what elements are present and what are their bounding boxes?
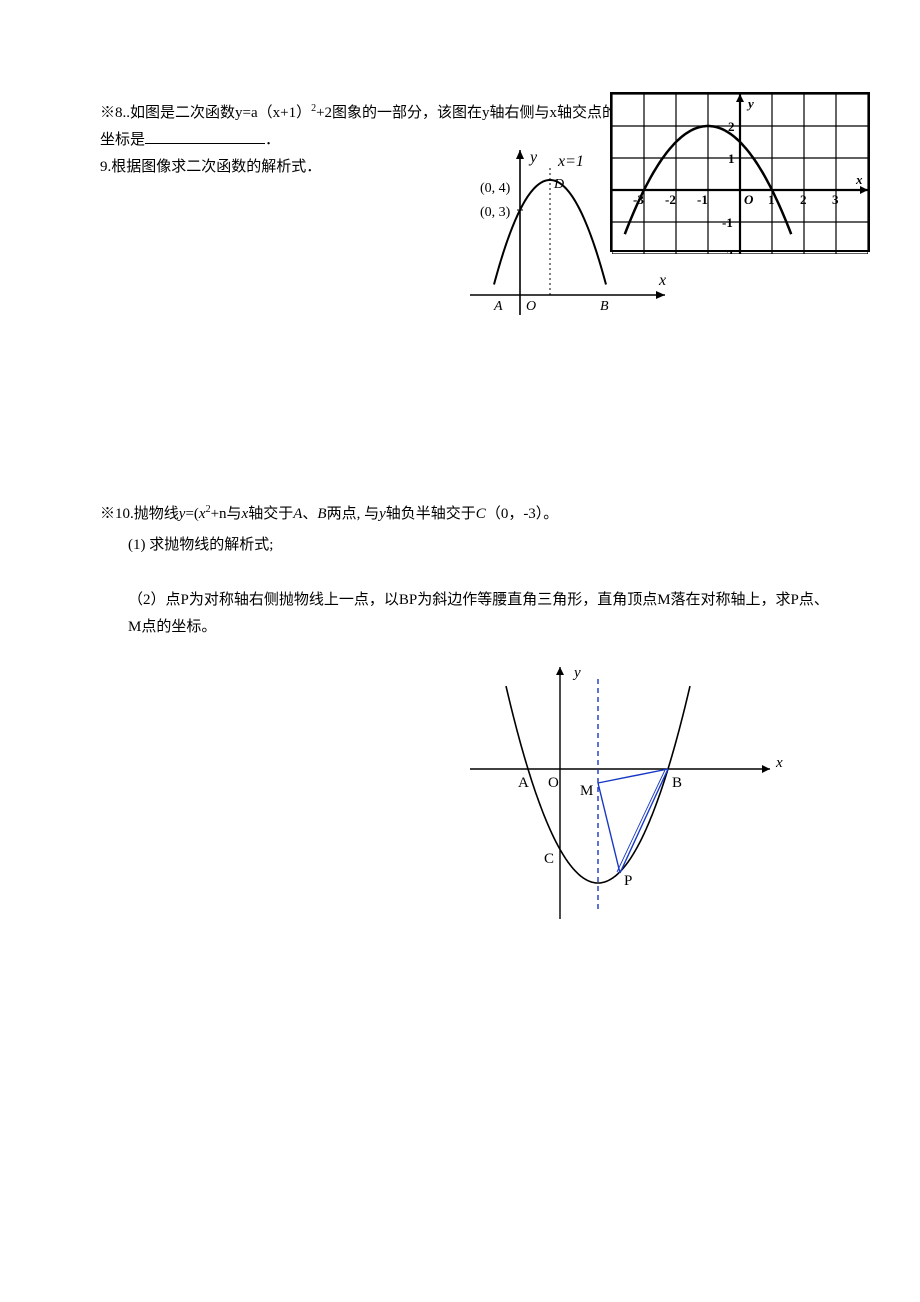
svg-text:A: A <box>493 299 503 314</box>
p8-end: ． <box>265 132 280 148</box>
p10-C: C <box>476 506 486 522</box>
svg-text:(0, 3): (0, 3) <box>480 205 511 220</box>
p8-blank <box>145 129 265 144</box>
parabola-triangle-chart: y x A O M B C P <box>440 659 800 929</box>
svg-text:A: A <box>518 775 529 791</box>
p10-sub1: (1) 求抛物线的解析式; <box>100 532 840 559</box>
p9-text: 9.根据图像求二次函数的解析式． <box>100 159 321 175</box>
svg-text:-1: -1 <box>697 192 708 207</box>
svg-text:-2: -2 <box>722 247 733 254</box>
chart2-svg: y x x=1 D (0, 4) (0, 3) A O B <box>450 140 680 340</box>
p10-mid: =( <box>185 506 198 522</box>
svg-text:1: 1 <box>728 151 735 166</box>
svg-text:x: x <box>775 755 783 771</box>
p10-dot: 、 <box>302 506 317 522</box>
p8-prefix: ※8..如图是二次函数y=a（x+1） <box>100 105 311 121</box>
svg-text:O: O <box>526 299 536 314</box>
svg-text:3: 3 <box>832 192 839 207</box>
svg-text:O: O <box>548 775 559 791</box>
p10-prefix: ※10.抛物线 <box>100 506 179 522</box>
svg-text:C: C <box>544 851 554 867</box>
svg-text:B: B <box>672 775 682 791</box>
svg-text:x: x <box>855 172 863 187</box>
p10-s2: +n与 <box>211 506 242 522</box>
svg-text:y: y <box>528 149 538 166</box>
p10-y2: y <box>379 506 386 522</box>
p10-s4: 两点, 与 <box>327 506 380 522</box>
chart3-svg: y x A O M B C P <box>440 659 800 929</box>
p10-s3: 轴交于 <box>248 506 293 522</box>
problems-8-9-block: ※8..如图是二次函数y=a（x+1）2+2图象的一部分，该图在y轴右侧与x轴交… <box>100 100 840 181</box>
parabola-dab-chart: y x x=1 D (0, 4) (0, 3) A O B <box>450 140 680 340</box>
p10-s6: （0，-3）。 <box>486 506 559 522</box>
svg-text:y: y <box>746 96 754 111</box>
svg-text:O: O <box>744 192 754 207</box>
svg-text:P: P <box>624 873 632 889</box>
svg-text:D: D <box>553 177 564 192</box>
p10-B: B <box>317 506 326 522</box>
svg-text:x: x <box>658 272 666 289</box>
svg-text:M: M <box>580 783 593 799</box>
p10-x: x <box>199 506 206 522</box>
svg-text:-1: -1 <box>722 215 733 230</box>
problem-10-block: ※10.抛物线y=(x2+n与x轴交于A、B两点, 与y轴负半轴交于C（0，-3… <box>100 501 840 929</box>
svg-text:B: B <box>600 299 609 314</box>
p10-line1: ※10.抛物线y=(x2+n与x轴交于A、B两点, 与y轴负半轴交于C（0，-3… <box>100 501 840 528</box>
svg-text:y: y <box>572 665 581 681</box>
p10-s5: 轴负半轴交于 <box>386 506 476 522</box>
svg-text:2: 2 <box>800 192 807 207</box>
p10-sub2: （2）点P为对称轴右侧抛物线上一点，以BP为斜边作等腰直角三角形，直角顶点M落在… <box>100 587 840 641</box>
svg-text:x=1: x=1 <box>557 153 584 170</box>
svg-text:(0, 4): (0, 4) <box>480 181 511 196</box>
